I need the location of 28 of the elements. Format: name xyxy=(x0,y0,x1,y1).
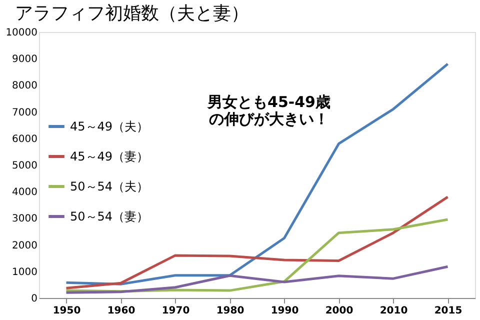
x-tick-label: 2010 xyxy=(380,306,408,316)
y-tick-label: 0 xyxy=(31,294,38,304)
x-tick-label: 1980 xyxy=(216,306,244,316)
x-tick-label: 1950 xyxy=(52,306,81,316)
x-tick-label: 2015 xyxy=(434,306,462,316)
x-tick-label: 2000 xyxy=(325,306,354,316)
legend-label: 50～54（夫） xyxy=(70,180,149,194)
y-tick-label: 2000 xyxy=(12,240,38,252)
x-tick-label: 1960 xyxy=(107,306,136,316)
annotation: 男女とも45-49歳の伸びが大きい！ xyxy=(206,93,330,128)
y-tick-label: 5000 xyxy=(12,160,38,172)
y-tick-label: 8000 xyxy=(12,80,38,92)
line-series xyxy=(65,265,449,294)
legend-label: 45～49（夫） xyxy=(70,120,149,134)
line-series xyxy=(65,196,449,290)
y-tick-label: 9000 xyxy=(12,54,38,66)
chart-title: アラフィフ初婚数（夫と妻） xyxy=(15,3,250,24)
x-tick-label: 1990 xyxy=(270,306,299,316)
y-tick-label: 1000 xyxy=(12,266,38,278)
line-series xyxy=(65,62,449,286)
y-tick-label: 10000 xyxy=(6,28,38,38)
y-tick-label: 7000 xyxy=(12,107,38,118)
y-tick-label: 3000 xyxy=(12,214,38,225)
legend-label: 45～49（妻） xyxy=(70,150,149,164)
x-tick-label: 1970 xyxy=(162,306,190,316)
y-tick-label: 6000 xyxy=(12,134,38,145)
y-tick-label: 4000 xyxy=(12,187,38,198)
legend-label: 50～54（妻） xyxy=(70,210,149,224)
